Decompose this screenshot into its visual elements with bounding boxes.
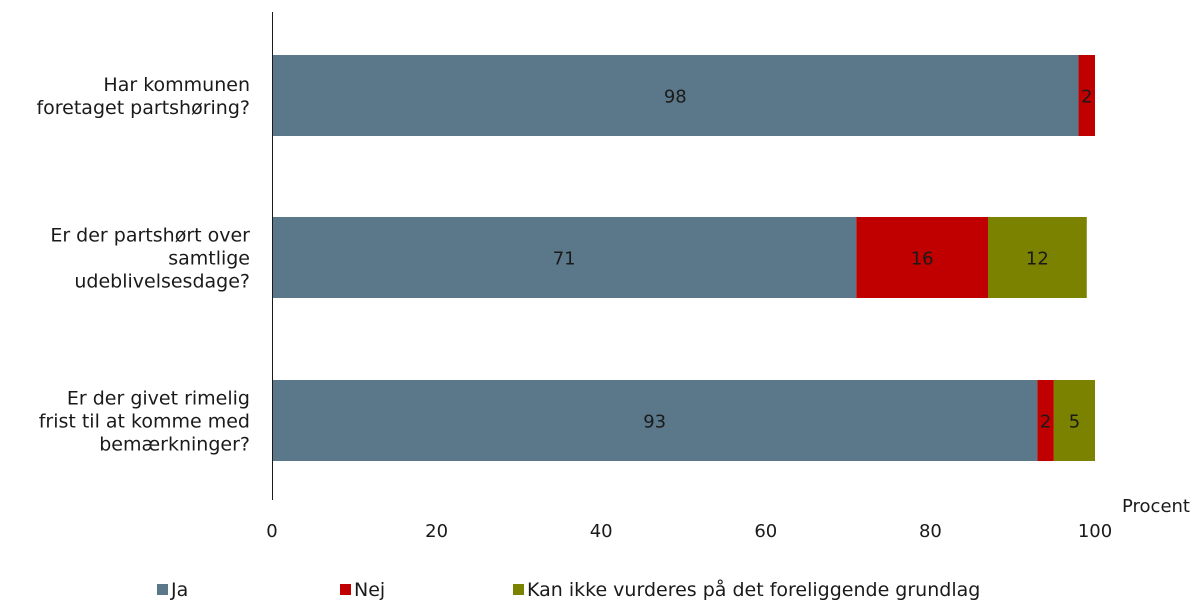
data-label: 12 bbox=[1026, 249, 1049, 270]
legend: Ja Nej Kan ikke vurderes på det foreliggen… bbox=[157, 578, 980, 601]
x-tick-label: 40 bbox=[590, 521, 613, 542]
category-label: udeblivelsesdage? bbox=[74, 271, 250, 293]
data-label: 16 bbox=[911, 249, 934, 270]
x-tick-label: 100 bbox=[1078, 521, 1112, 542]
bar-segment-ja bbox=[272, 380, 1038, 461]
category-label: frist til at komme med bbox=[39, 411, 250, 433]
x-axis-title: Procent bbox=[1122, 496, 1190, 517]
bars-layer bbox=[272, 55, 1095, 461]
category-label: samtlige bbox=[168, 248, 250, 270]
category-label: Er der givet rimelig bbox=[67, 388, 250, 410]
legend-swatch bbox=[157, 584, 168, 595]
data-label: 2 bbox=[1040, 412, 1051, 433]
legend-label: Ja bbox=[170, 579, 188, 601]
legend-swatch bbox=[340, 584, 351, 595]
bar-segment-nej bbox=[1078, 55, 1095, 136]
category-label: foretaget partshøring? bbox=[36, 97, 250, 119]
x-tick-label: 0 bbox=[266, 521, 277, 542]
x-tick-label: 20 bbox=[425, 521, 448, 542]
bar-segment-ja bbox=[272, 55, 1079, 136]
bar-segment-kan bbox=[988, 217, 1087, 298]
data-label: 2 bbox=[1081, 87, 1092, 108]
x-tick-label: 60 bbox=[754, 521, 777, 542]
legend-label: Nej bbox=[354, 579, 385, 601]
bar-segment-kan bbox=[1053, 380, 1095, 461]
x-tick-labels: 0 20 40 60 80 100 bbox=[266, 521, 1112, 542]
data-label: 5 bbox=[1069, 412, 1080, 433]
bar-segment-nej bbox=[856, 217, 989, 298]
legend-swatch bbox=[513, 584, 524, 595]
category-label: bemærkninger? bbox=[99, 434, 250, 456]
data-label: 98 bbox=[664, 87, 687, 108]
data-label: 71 bbox=[553, 249, 576, 270]
bar-segment-ja bbox=[272, 217, 857, 298]
legend-label: Kan ikke vurderes på det foreliggende gr… bbox=[527, 578, 980, 601]
bar-segment-nej bbox=[1037, 380, 1054, 461]
category-label: Er der partshørt over bbox=[50, 225, 250, 247]
x-tick-label: 80 bbox=[919, 521, 942, 542]
data-label: 93 bbox=[643, 412, 666, 433]
category-label: Har kommunen bbox=[103, 74, 250, 96]
